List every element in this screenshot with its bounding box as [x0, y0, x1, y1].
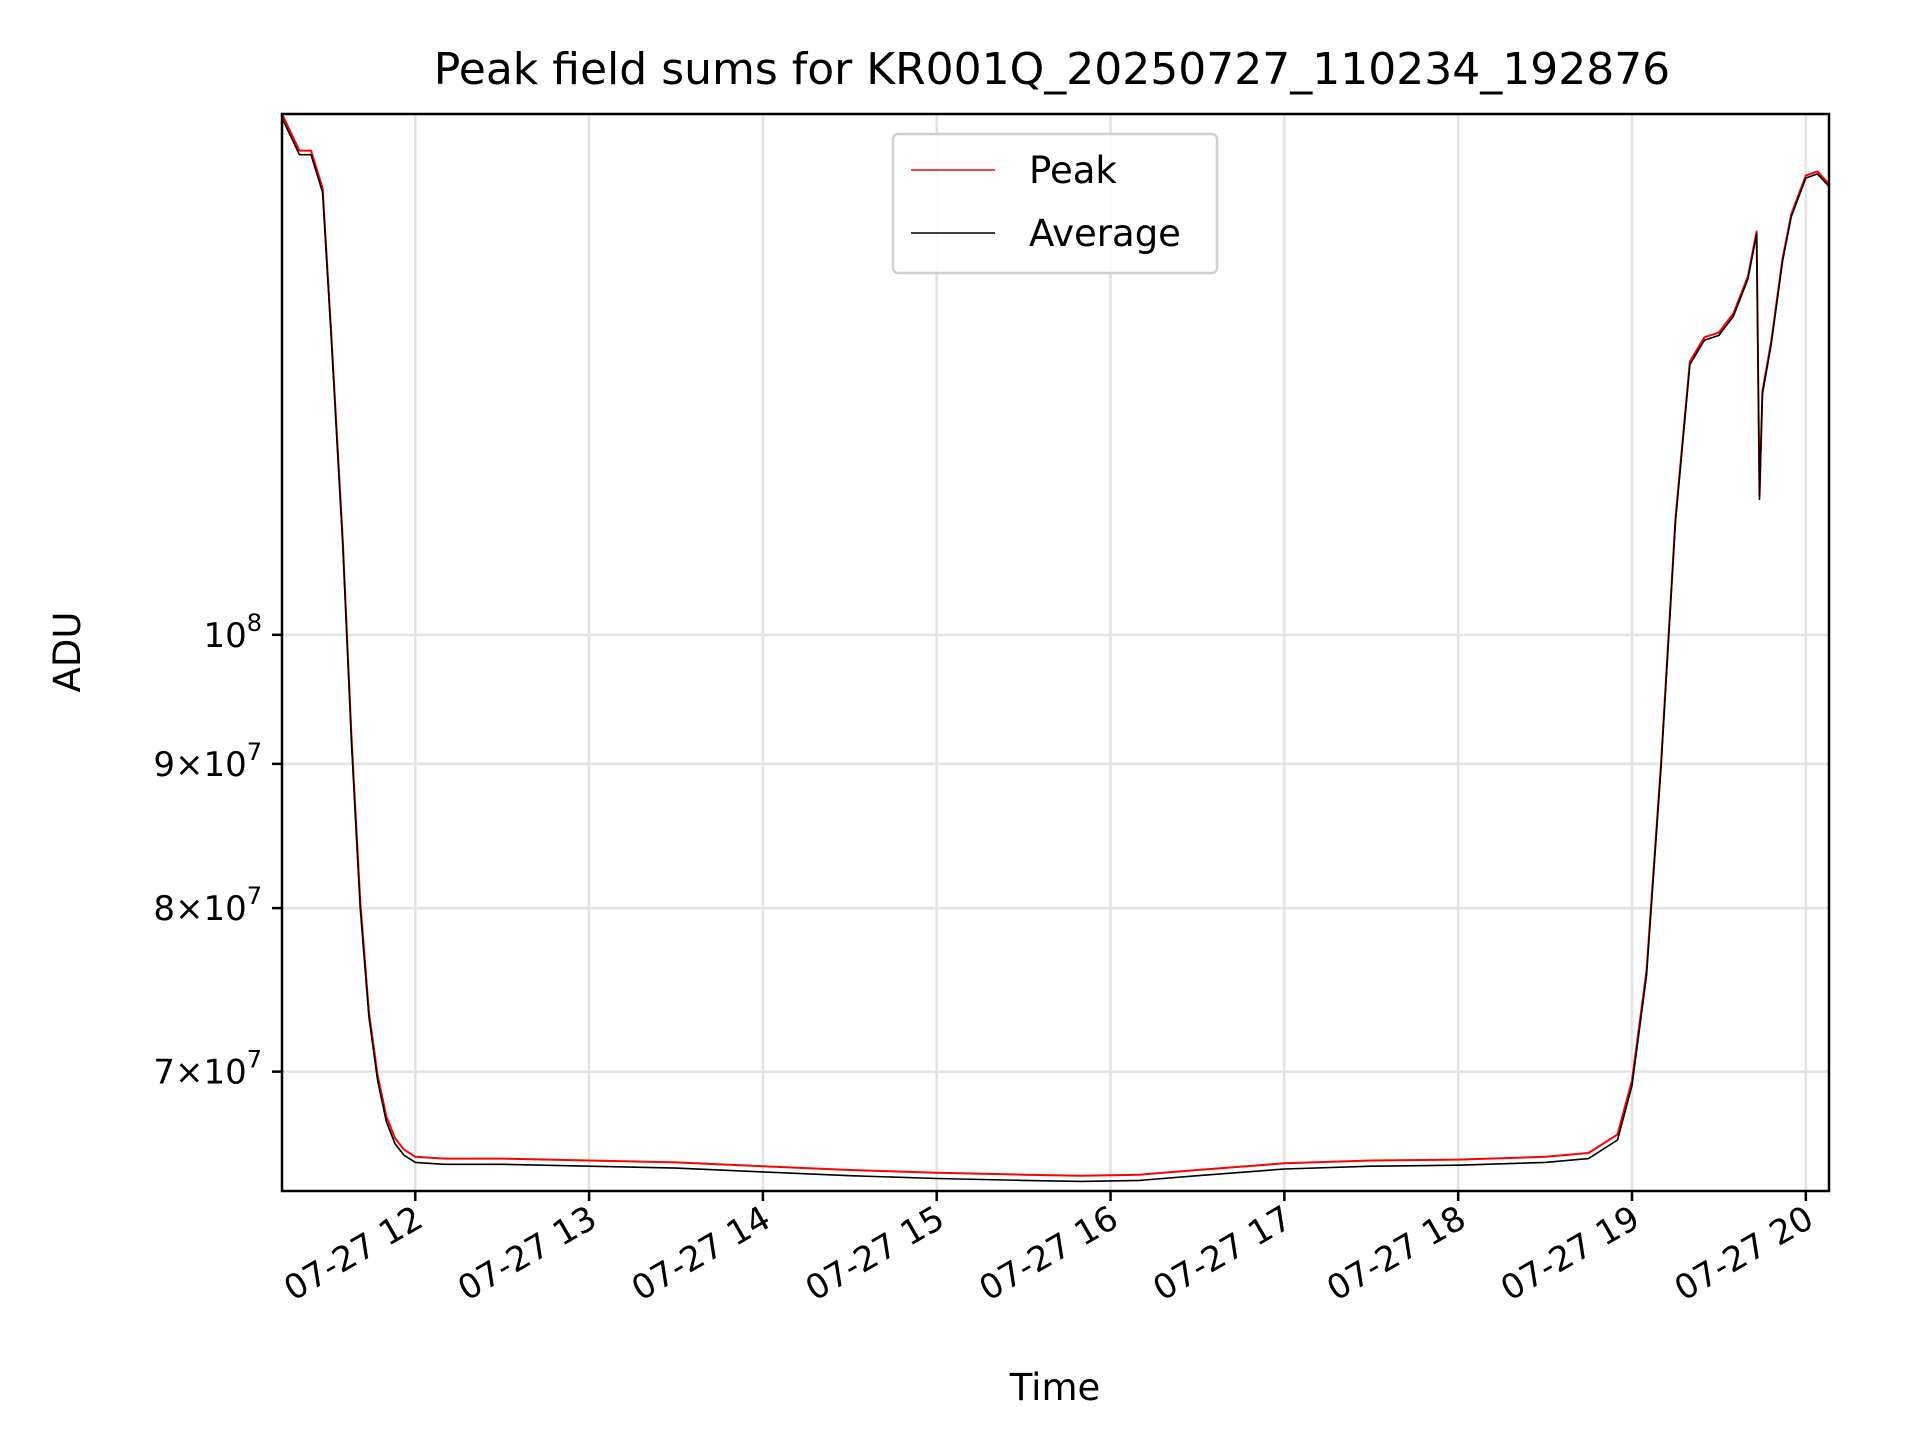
legend-box	[891, 132, 1219, 275]
y-tick-label: 7×107	[153, 1046, 262, 1093]
y-axis-label: ADU	[46, 612, 89, 693]
x-tick-label: 07-27 13	[451, 1198, 603, 1309]
legend: Peak Average	[891, 132, 1219, 275]
legend-label-average: Average	[1029, 212, 1181, 255]
x-axis-label: Time	[1009, 1366, 1101, 1409]
y-tick-label: 8×107	[153, 882, 262, 929]
plot-frame	[280, 112, 1831, 1193]
x-tick-label: 07-27 19	[1494, 1198, 1646, 1309]
x-axis: 07-27 12 07-27 13 07-27 14 07-27 15 07-27 16…	[277, 1191, 1820, 1309]
y-tick-label: 108	[203, 609, 262, 656]
series-line-average	[282, 117, 1829, 1183]
chart-title: Peak field sums for KR001Q_20250727_1102…	[434, 44, 1670, 95]
grid	[282, 114, 1829, 1191]
x-tick-label: 07-27 14	[625, 1198, 777, 1309]
y-axis: 7×107 8×107 9×107 108	[153, 609, 282, 1093]
x-tick-label: 07-27 20	[1668, 1198, 1820, 1309]
legend-label-peak: Peak	[1029, 149, 1117, 192]
x-tick-label: 07-27 12	[277, 1198, 429, 1309]
series-layer	[282, 114, 1829, 1183]
x-tick-label: 07-27 17	[1146, 1198, 1298, 1309]
x-tick-label: 07-27 15	[799, 1198, 951, 1309]
y-tick-label: 9×107	[153, 738, 262, 785]
x-tick-label: 07-27 18	[1320, 1198, 1472, 1309]
x-tick-label: 07-27 16	[973, 1198, 1125, 1309]
